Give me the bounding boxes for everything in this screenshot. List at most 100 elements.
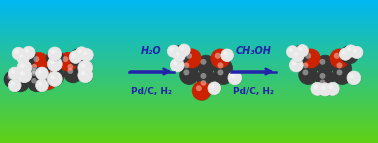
Ellipse shape xyxy=(48,72,63,87)
Ellipse shape xyxy=(31,71,37,76)
Ellipse shape xyxy=(350,74,354,78)
Ellipse shape xyxy=(12,75,29,92)
Ellipse shape xyxy=(290,59,304,73)
Ellipse shape xyxy=(65,65,82,83)
Ellipse shape xyxy=(12,75,29,92)
Ellipse shape xyxy=(316,56,335,75)
Ellipse shape xyxy=(345,45,357,57)
Ellipse shape xyxy=(320,80,325,85)
Ellipse shape xyxy=(301,49,320,68)
Ellipse shape xyxy=(178,44,191,57)
Ellipse shape xyxy=(329,85,333,89)
Ellipse shape xyxy=(72,53,76,57)
Ellipse shape xyxy=(70,51,82,64)
Ellipse shape xyxy=(15,50,19,54)
Ellipse shape xyxy=(287,46,299,58)
Ellipse shape xyxy=(38,70,42,74)
Ellipse shape xyxy=(67,68,73,74)
Ellipse shape xyxy=(180,59,198,77)
Ellipse shape xyxy=(47,50,64,67)
Ellipse shape xyxy=(67,64,73,70)
Ellipse shape xyxy=(17,68,32,83)
Ellipse shape xyxy=(48,57,63,72)
Ellipse shape xyxy=(311,82,324,95)
Ellipse shape xyxy=(201,80,206,86)
Ellipse shape xyxy=(38,82,42,86)
Ellipse shape xyxy=(28,61,46,79)
Ellipse shape xyxy=(83,51,87,55)
Ellipse shape xyxy=(28,75,45,92)
Ellipse shape xyxy=(344,49,350,55)
Ellipse shape xyxy=(211,85,215,89)
Ellipse shape xyxy=(13,48,25,60)
Ellipse shape xyxy=(65,61,82,79)
Ellipse shape xyxy=(183,50,202,69)
Ellipse shape xyxy=(317,77,335,95)
Ellipse shape xyxy=(31,78,37,84)
Ellipse shape xyxy=(200,59,206,65)
Ellipse shape xyxy=(17,60,32,75)
Text: CH₃OH: CH₃OH xyxy=(235,46,271,56)
Ellipse shape xyxy=(64,65,82,83)
Ellipse shape xyxy=(212,50,231,69)
Ellipse shape xyxy=(9,68,22,80)
Ellipse shape xyxy=(167,45,180,57)
Ellipse shape xyxy=(62,56,68,62)
Text: H₂O: H₂O xyxy=(141,46,161,56)
Ellipse shape xyxy=(12,68,29,85)
Ellipse shape xyxy=(333,59,352,78)
Ellipse shape xyxy=(30,53,49,72)
Ellipse shape xyxy=(295,49,301,55)
Ellipse shape xyxy=(29,52,48,71)
Ellipse shape xyxy=(50,53,55,58)
Ellipse shape xyxy=(78,49,82,53)
Ellipse shape xyxy=(294,52,298,56)
Ellipse shape xyxy=(15,78,21,84)
Ellipse shape xyxy=(221,49,234,62)
Ellipse shape xyxy=(39,74,45,80)
Ellipse shape xyxy=(228,72,242,85)
Ellipse shape xyxy=(351,47,364,59)
Ellipse shape xyxy=(22,52,27,57)
Ellipse shape xyxy=(297,45,309,57)
Ellipse shape xyxy=(69,51,82,63)
Ellipse shape xyxy=(73,52,79,58)
Ellipse shape xyxy=(333,59,352,77)
Ellipse shape xyxy=(231,74,235,78)
Ellipse shape xyxy=(321,86,325,90)
Ellipse shape xyxy=(302,69,308,75)
Ellipse shape xyxy=(197,70,216,89)
Ellipse shape xyxy=(334,53,340,59)
Ellipse shape xyxy=(64,60,82,78)
Ellipse shape xyxy=(59,52,77,71)
Ellipse shape xyxy=(11,70,15,74)
Ellipse shape xyxy=(197,69,215,88)
Ellipse shape xyxy=(50,62,55,67)
Ellipse shape xyxy=(345,45,358,58)
Ellipse shape xyxy=(291,45,309,63)
Ellipse shape xyxy=(36,72,53,89)
Ellipse shape xyxy=(17,52,30,65)
Ellipse shape xyxy=(12,47,25,60)
Ellipse shape xyxy=(23,47,36,59)
Ellipse shape xyxy=(59,53,78,72)
Ellipse shape xyxy=(180,66,199,85)
Ellipse shape xyxy=(33,56,39,62)
Ellipse shape xyxy=(8,74,13,80)
Ellipse shape xyxy=(319,73,325,79)
Ellipse shape xyxy=(214,59,232,77)
Ellipse shape xyxy=(46,49,64,66)
Ellipse shape xyxy=(223,51,228,55)
Ellipse shape xyxy=(8,79,21,92)
Ellipse shape xyxy=(305,53,311,59)
Ellipse shape xyxy=(222,49,234,62)
Ellipse shape xyxy=(9,80,22,92)
Ellipse shape xyxy=(39,72,57,91)
Ellipse shape xyxy=(46,59,65,77)
Ellipse shape xyxy=(180,46,184,50)
Ellipse shape xyxy=(197,55,215,74)
Ellipse shape xyxy=(209,83,221,95)
Ellipse shape xyxy=(170,48,174,51)
Ellipse shape xyxy=(319,83,332,97)
Ellipse shape xyxy=(47,72,62,86)
